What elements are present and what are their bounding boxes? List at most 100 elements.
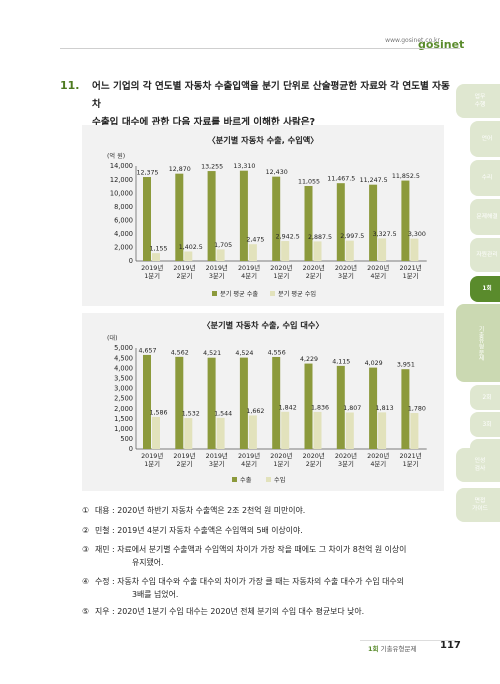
bar-import bbox=[281, 411, 290, 449]
data-label: 1,662 bbox=[246, 408, 264, 415]
question-number: 11. bbox=[60, 79, 80, 92]
data-label: 1,402.5 bbox=[179, 244, 203, 251]
option-text: 지우 : 2020년 1분기 수입 대수는 2020년 전체 분기의 수입 대수… bbox=[95, 607, 365, 616]
option-text: 수정 : 자동차 수입 대수와 수출 대수의 차이가 가장 클 때는 자동차의 … bbox=[95, 577, 404, 586]
x-tick-label: 2019년 bbox=[141, 451, 163, 460]
data-label: 4,115 bbox=[332, 358, 350, 365]
bar-import bbox=[378, 238, 387, 261]
footer-label: 1회 기출유형문제 bbox=[368, 643, 416, 653]
data-label: 1,586 bbox=[149, 409, 167, 416]
y-tick-label: 3,000 bbox=[114, 385, 133, 393]
x-tick-label: 2분기 bbox=[177, 459, 193, 468]
data-label: 13,255 bbox=[201, 164, 223, 171]
chart-svg: (대) 0 500 1,000 1,500 2,000 2,500 3,000 3,500 4,0… bbox=[107, 334, 427, 484]
bar-import bbox=[313, 411, 322, 449]
y-tick-label: 10,000 bbox=[110, 189, 133, 197]
bar-import bbox=[345, 412, 354, 449]
y-tick-label: 500 bbox=[120, 435, 133, 443]
bar-export bbox=[143, 354, 151, 449]
footer-divider bbox=[360, 640, 456, 641]
x-tick-label: 1분기 bbox=[273, 459, 289, 468]
y-axis-unit: (억 원) bbox=[107, 152, 125, 160]
data-label: 11,055 bbox=[298, 178, 320, 185]
x-tick-label: 2019년 bbox=[238, 263, 260, 272]
option-5[interactable]: ⑤ 지우 : 2020년 1분기 수입 대수는 2020년 전체 분기의 수입 대… bbox=[82, 605, 364, 618]
chart-title: 〈분기별 자동차 수출, 수입 대수〉 bbox=[202, 320, 324, 330]
bar-import bbox=[248, 244, 257, 261]
x-tick-label: 2019년 bbox=[173, 263, 195, 272]
y-tick-label: 2,500 bbox=[114, 395, 133, 403]
bar-import bbox=[313, 241, 322, 261]
bar-export bbox=[272, 176, 281, 261]
bar-import bbox=[216, 417, 225, 449]
side-tab-12[interactable]: 인성 검사 bbox=[456, 448, 500, 482]
x-tick-label: 2분기 bbox=[177, 271, 193, 280]
legend-label: 분기 평균 수입 bbox=[278, 290, 316, 298]
x-tick-label: 2019년 bbox=[206, 451, 228, 460]
legend-label: 수출 bbox=[240, 476, 252, 484]
x-tick-label: 4분기 bbox=[370, 459, 386, 468]
bar-import bbox=[216, 249, 225, 261]
y-tick-label: 4,500 bbox=[114, 354, 133, 362]
option-3[interactable]: ③ 재민 : 자료에서 분기별 수출액과 수입액의 차이가 가장 작을 때에도 그… bbox=[82, 543, 406, 569]
side-tab-6[interactable]: 1회 bbox=[470, 276, 500, 302]
data-label: 11,247.5 bbox=[360, 177, 388, 184]
side-tab-13[interactable]: 면접 가이드 bbox=[456, 488, 500, 522]
y-tick-label: 1,000 bbox=[114, 425, 133, 433]
bar-export bbox=[239, 170, 248, 261]
side-tab-9[interactable]: 3회 bbox=[470, 412, 500, 437]
bar-export bbox=[207, 171, 216, 261]
option-number: ④ bbox=[82, 577, 90, 586]
option-1[interactable]: ① 대용 : 2020년 하반기 자동차 수출액은 2조 2천억 원 미만이야. bbox=[82, 504, 305, 517]
y-tick-label: 2,000 bbox=[114, 244, 133, 252]
legend-swatch bbox=[212, 291, 217, 296]
side-tab-1[interactable]: 업무 수행 bbox=[456, 84, 500, 118]
x-tick-label: 2분기 bbox=[306, 271, 322, 280]
data-label: 4,521 bbox=[203, 350, 221, 357]
data-label: 1,807 bbox=[343, 405, 361, 412]
side-tab-3[interactable]: 수리 bbox=[470, 160, 500, 196]
logo-text: gosinet bbox=[418, 38, 465, 51]
footer-text: 기출유형문제 bbox=[380, 645, 417, 653]
x-tick-label: 2021년 bbox=[399, 451, 421, 460]
data-label: 3,951 bbox=[397, 362, 415, 369]
option-4[interactable]: ④ 수정 : 자동차 수입 대수와 수출 대수의 차이가 가장 클 때는 자동차의… bbox=[82, 575, 404, 601]
data-label: 3,300 bbox=[408, 231, 426, 238]
site-url: www.gosinet.co.kr bbox=[385, 37, 440, 44]
y-tick-label: 14,000 bbox=[110, 162, 133, 170]
y-tick-label: 8,000 bbox=[114, 203, 133, 211]
y-tick-label: 0 bbox=[129, 257, 133, 265]
data-label: 12,870 bbox=[169, 166, 191, 173]
data-label: 1,813 bbox=[376, 405, 394, 412]
data-label: 1,705 bbox=[214, 242, 232, 249]
chart-svg: (억 원) 0 2,000 4,000 6,000 8,000 10,000 12,000 14… bbox=[107, 152, 427, 298]
side-tab-8[interactable]: 2회 bbox=[470, 385, 500, 410]
data-label: 11,467.5 bbox=[327, 176, 355, 183]
bar-export bbox=[369, 367, 378, 449]
header-divider bbox=[60, 48, 460, 49]
side-tab-5[interactable]: 자원관리 bbox=[470, 238, 500, 272]
side-tab-4[interactable]: 문제해결 bbox=[470, 199, 500, 235]
y-tick-label: 0 bbox=[129, 445, 133, 453]
y-tick-label: 6,000 bbox=[114, 216, 133, 224]
side-tab-2[interactable]: 언어 bbox=[470, 121, 500, 157]
publisher-logo: gosinet bbox=[418, 33, 464, 51]
x-tick-label: 2021년 bbox=[399, 263, 421, 272]
legend-label: 수입 bbox=[274, 476, 285, 484]
x-tick-label: 3분기 bbox=[338, 459, 354, 468]
bar-export bbox=[207, 357, 216, 449]
legend-swatch bbox=[232, 477, 237, 482]
option-number: ② bbox=[82, 526, 90, 535]
x-tick-label: 4분기 bbox=[370, 271, 386, 280]
y-tick-label: 3,500 bbox=[114, 375, 133, 383]
y-tick-label: 4,000 bbox=[114, 364, 133, 372]
option-number: ① bbox=[82, 506, 90, 515]
data-label: 2,997.5 bbox=[340, 233, 364, 240]
x-tick-label: 2020년 bbox=[303, 451, 325, 460]
option-2[interactable]: ② 민철 : 2019년 4분기 자동차 수출액은 수입액의 5배 이상이야. bbox=[82, 524, 303, 537]
side-tab-7[interactable]: 기출유형문제 bbox=[456, 304, 500, 382]
option-text-continued: 유지됐어. bbox=[132, 558, 164, 567]
data-label: 1,780 bbox=[408, 406, 426, 413]
data-label: 4,524 bbox=[235, 350, 253, 357]
data-label: 1,842 bbox=[279, 404, 297, 411]
